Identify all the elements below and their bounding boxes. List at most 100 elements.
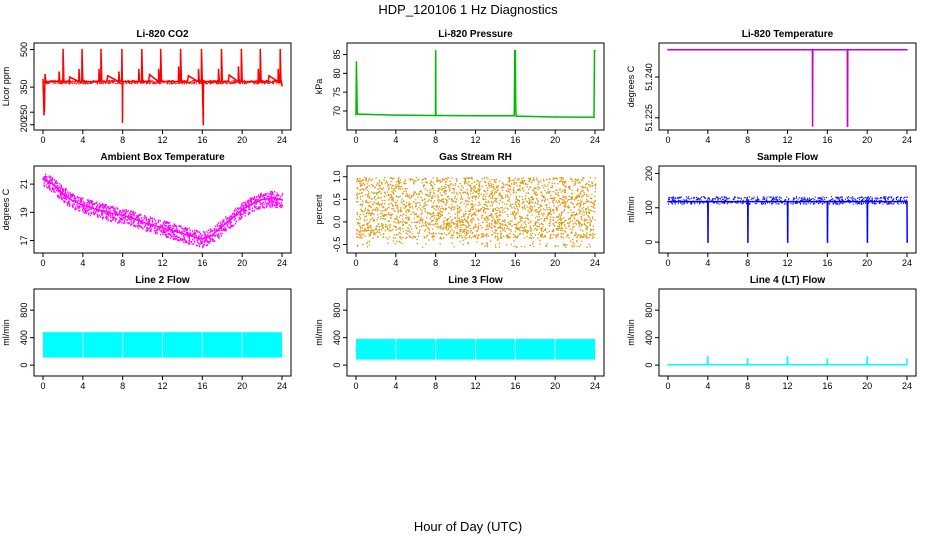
rh-point (494, 223, 496, 225)
rh-point (576, 241, 578, 243)
co2-noise (252, 80, 254, 82)
temp-noise (230, 216, 232, 218)
co2-noise (160, 83, 162, 85)
temp-noise (196, 239, 199, 242)
temp-noise (120, 218, 122, 221)
co2-noise (60, 82, 62, 84)
rh-point (501, 227, 504, 229)
co2-noise (225, 82, 227, 84)
rh-point (361, 234, 363, 237)
temp-noise (187, 232, 189, 234)
co2-noise (210, 83, 212, 85)
temp-noise (110, 215, 112, 218)
rh-point (418, 194, 420, 196)
y-tick-label: 0.5 (332, 193, 342, 206)
rh-point (429, 195, 431, 198)
rh-point (515, 226, 517, 229)
temp-noise (113, 216, 115, 219)
rh-point (524, 182, 527, 185)
rh-point (516, 201, 518, 204)
temp-noise (222, 219, 224, 222)
rh-point (541, 195, 544, 198)
rh-point (398, 216, 401, 218)
rh-point (398, 176, 400, 179)
co2-noise (148, 83, 150, 85)
temp-noise (265, 193, 268, 196)
rh-point (403, 190, 405, 192)
rh-point (393, 234, 395, 236)
rh-point (549, 178, 551, 180)
rh-point (438, 189, 440, 192)
rh-point (562, 237, 565, 239)
rh-point (415, 227, 418, 230)
rh-point (454, 184, 456, 187)
rh-point (511, 220, 513, 222)
rh-point (520, 220, 522, 222)
rh-point (407, 230, 409, 232)
rh-point (464, 214, 466, 216)
rh-point (394, 201, 396, 204)
temp-noise (234, 216, 236, 219)
rh-point (482, 242, 484, 245)
rh-point (377, 183, 380, 185)
temp-noise (43, 185, 45, 188)
rh-point (570, 209, 572, 211)
rh-point (487, 228, 489, 230)
temp-noise (142, 219, 144, 221)
x-tick-label: 8 (120, 135, 125, 145)
temp-noise (272, 196, 274, 199)
temp-noise (193, 233, 196, 236)
rh-point (519, 189, 521, 191)
temp-noise (192, 230, 194, 232)
rh-point (405, 232, 408, 234)
rh-point (541, 199, 543, 201)
rh-point (364, 235, 366, 237)
co2-noise (209, 81, 211, 83)
rh-point (506, 235, 508, 237)
temp-noise (182, 230, 184, 233)
temp-noise (129, 217, 131, 220)
rh-point (467, 221, 469, 223)
rh-point (404, 195, 407, 197)
rh-point (417, 235, 420, 237)
rh-point (378, 197, 380, 199)
temp-noise (147, 221, 149, 224)
temp-noise (165, 234, 168, 236)
rh-point (500, 237, 502, 239)
rh-point (470, 203, 472, 206)
temp-noise (210, 229, 212, 232)
temp-noise (242, 209, 244, 212)
co2-noise (145, 83, 147, 85)
temp-noise (249, 208, 251, 210)
co2-noise (159, 80, 161, 82)
rh-point (496, 186, 499, 189)
rh-point (377, 191, 380, 194)
temp-noise (247, 200, 249, 202)
rh-point (536, 225, 538, 227)
temp-noise (64, 194, 66, 197)
temp-noise (254, 195, 256, 198)
rh-point (553, 229, 555, 232)
temp-noise (149, 229, 151, 231)
rh-point (455, 192, 458, 194)
temp-noise (74, 200, 76, 202)
rh-point (390, 202, 392, 204)
co2-noise (111, 82, 113, 84)
rh-point (426, 226, 428, 228)
temp-noise (194, 237, 196, 240)
rh-point (384, 218, 387, 221)
rh-point (518, 199, 520, 202)
temp-noise (166, 222, 168, 225)
co2-noise (69, 80, 71, 82)
rh-point (576, 245, 578, 248)
rh-point (563, 184, 565, 186)
co2-noise (68, 81, 70, 83)
co2-noise (69, 81, 71, 83)
series-point (43, 113, 45, 116)
rh-point (495, 178, 498, 181)
rh-point (411, 205, 413, 208)
rh-point (435, 233, 437, 235)
rh-point (412, 207, 414, 209)
rh-point (396, 202, 398, 204)
temp-noise (248, 205, 250, 208)
